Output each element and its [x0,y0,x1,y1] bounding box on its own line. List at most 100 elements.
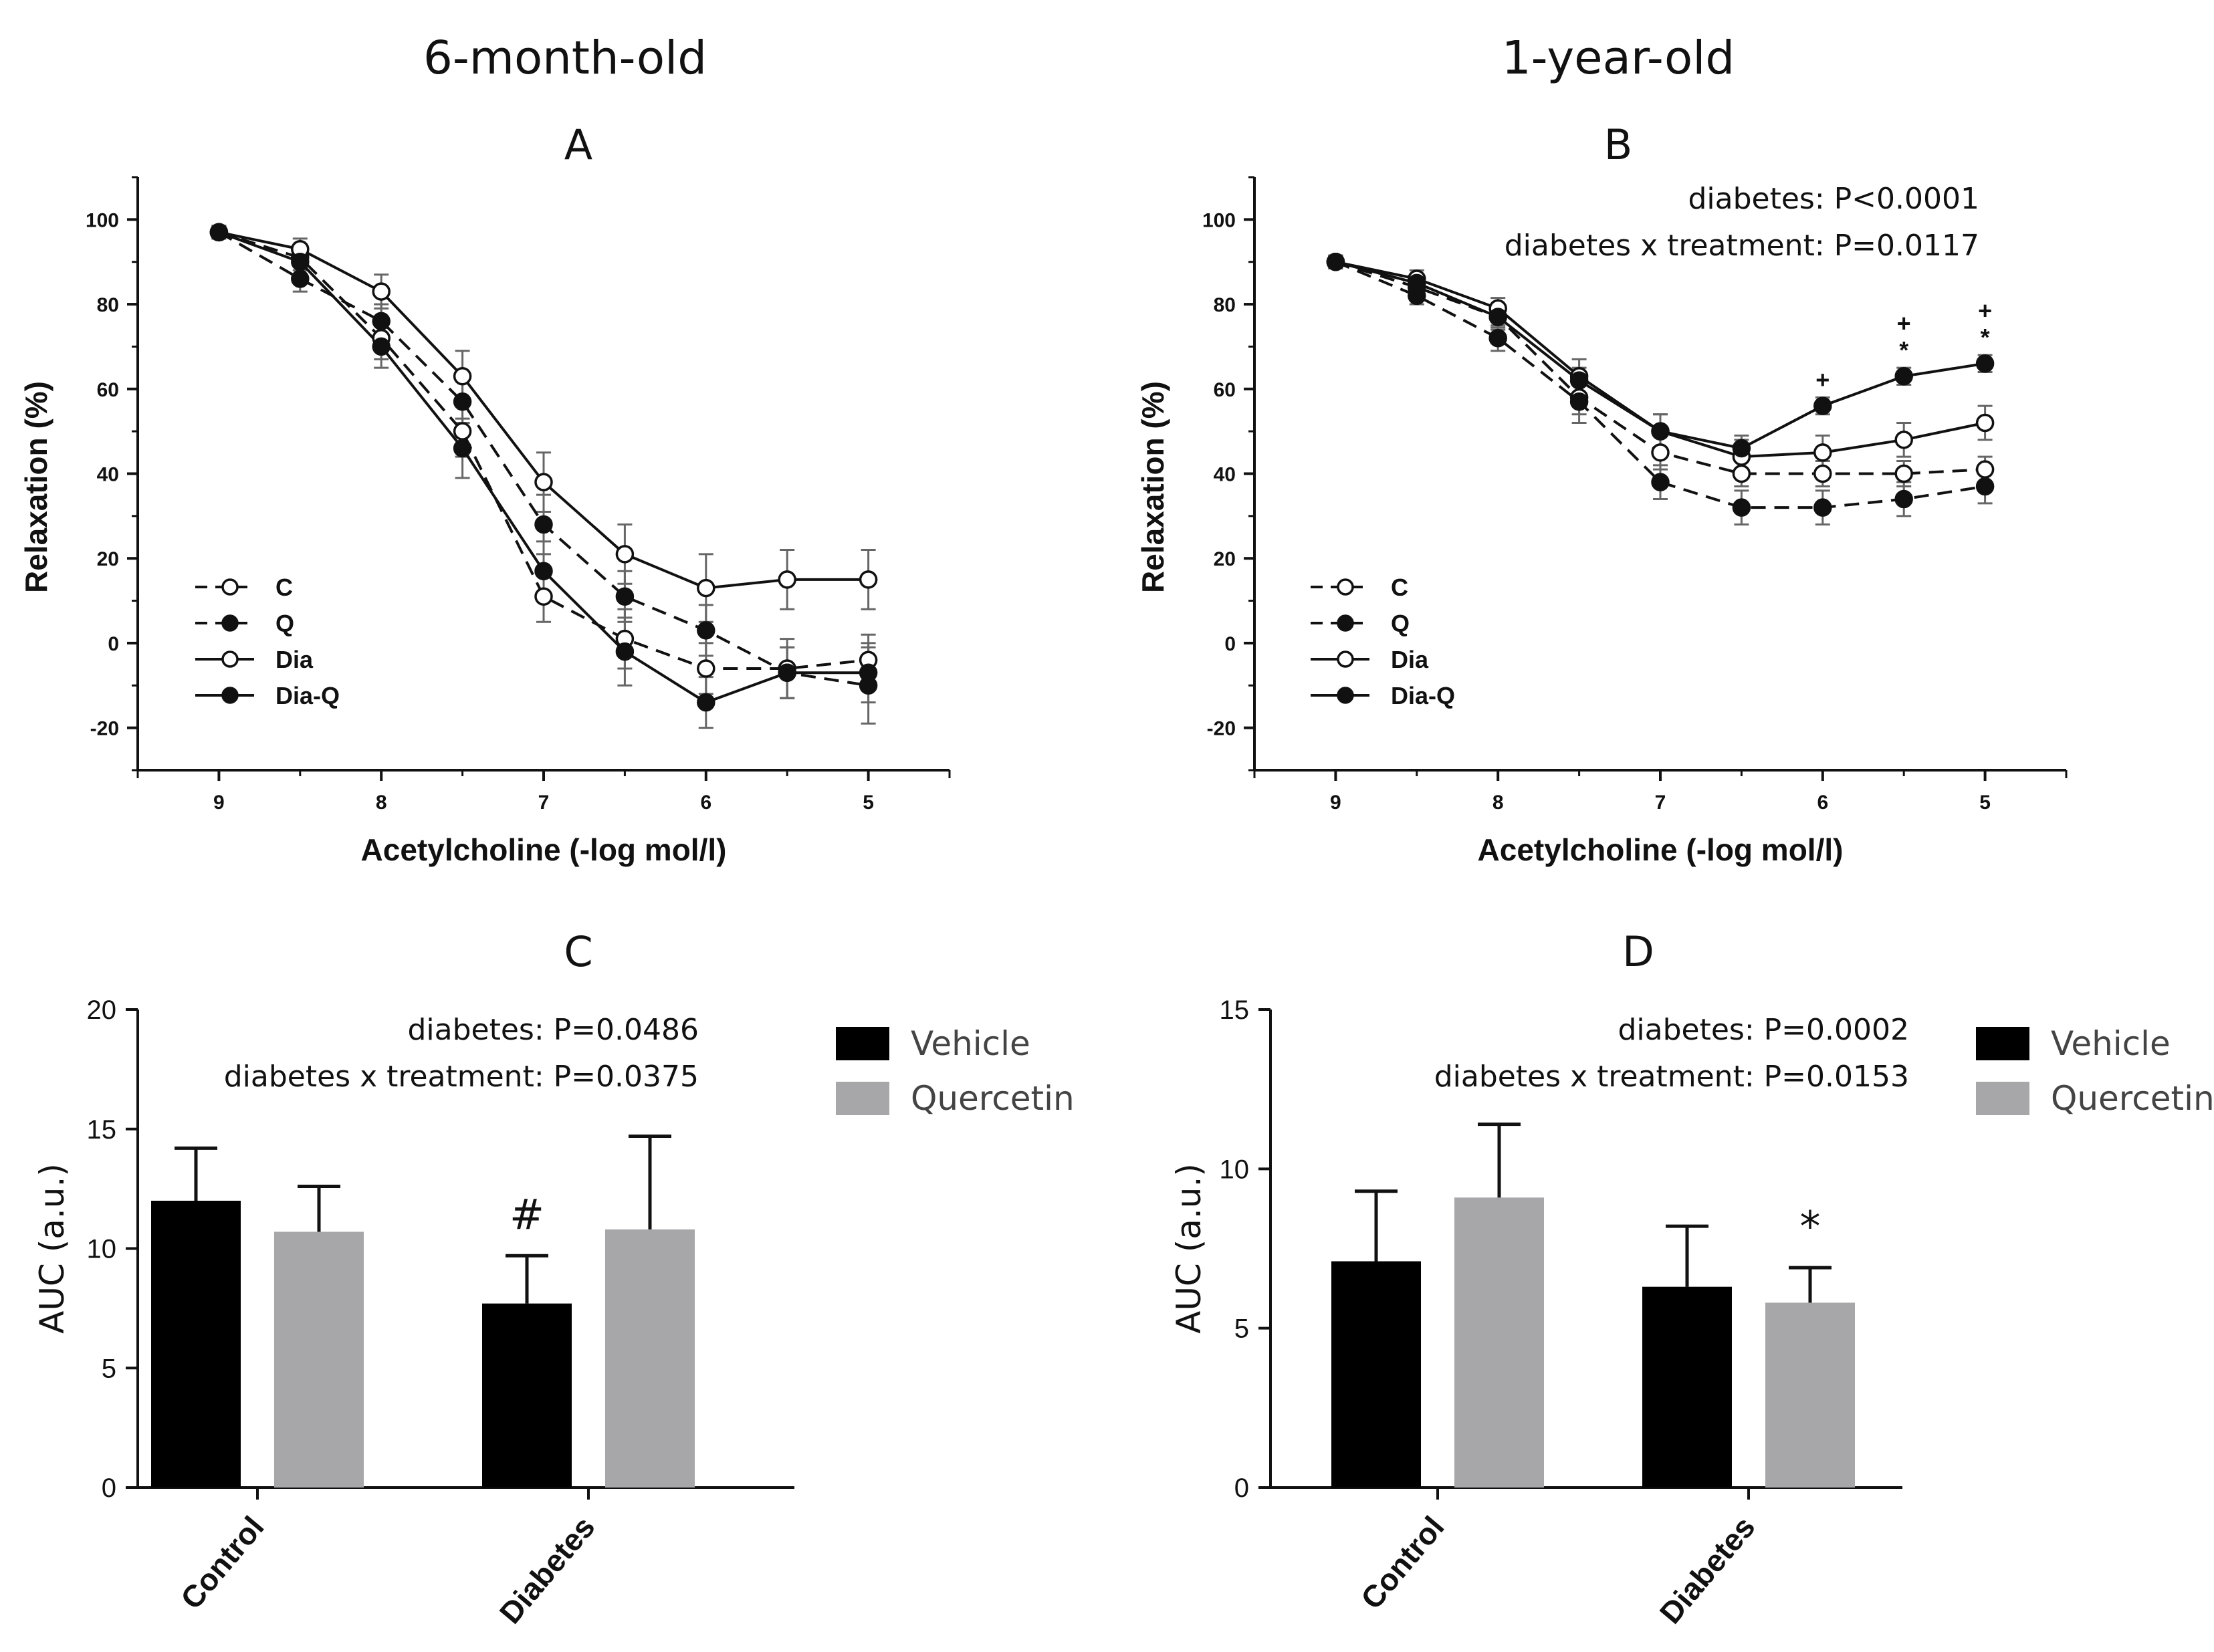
bar-quercetin-control [274,1231,364,1488]
panel-letter: A [564,120,592,169]
x-tick-label: 7 [1655,792,1666,814]
legend-marker-c [221,578,239,596]
y-tick-label: 20 [97,548,119,570]
stat-annotation: diabetes: P<0.0001 [1688,182,1979,216]
category-label-diabetes: Diabetes [493,1510,602,1630]
legend-marker-q [221,614,239,632]
legend-swatch-quercetin [836,1082,889,1115]
x-tick-label: 8 [376,792,387,814]
data-point-c [1651,443,1670,462]
significance-marker: + [1897,310,1911,337]
data-point-q [697,621,715,640]
data-point-dia-q [534,562,553,580]
data-point-dia-q [615,642,635,661]
legend-label-vehicle: Vehicle [911,1024,1030,1063]
significance-marker: * [1981,324,1990,351]
data-point-q [1488,329,1507,348]
y-tick-label: 5 [102,1354,116,1383]
y-tick-label: 15 [1220,995,1250,1025]
stat-annotation: diabetes: P=0.0002 [1618,1013,1909,1047]
data-point-dia-q [1732,439,1751,458]
data-point-q [372,312,391,331]
significance-marker: # [510,1190,544,1239]
y-tick-label: 80 [1214,294,1236,316]
y-tick-label: 60 [1214,379,1236,401]
data-point-dia [534,473,553,491]
x-tick-label: 5 [863,792,874,814]
y-tick-label: 10 [1220,1155,1250,1184]
y-tick-label: 40 [97,464,119,486]
data-point-dia-q [1894,367,1913,386]
data-point-dia-q [697,693,715,712]
panel-letter: D [1622,927,1654,976]
x-tick-label: 6 [700,792,711,814]
legend-marker-dia-q [221,687,239,704]
data-point-q [1813,498,1832,517]
legend-swatch-vehicle [1976,1027,2029,1060]
y-tick-label: 100 [1202,209,1236,231]
data-point-q [1569,392,1589,411]
y-tick-label: 100 [86,209,119,231]
data-point-dia-q [778,663,796,683]
data-point-dia-q [372,337,391,356]
category-label-diabetes: Diabetes [1653,1510,1762,1630]
column-title-1-year: 1-year-old [1502,31,1735,85]
category-label-control: Control [1354,1510,1451,1616]
legend-marker-c [1337,578,1354,596]
x-axis-label: Acetylcholine (-log mol/l) [1478,832,1844,867]
y-axis-label: Relaxation (%) [1135,381,1170,593]
legend-label-quercetin: Quercetin [2051,1079,2214,1118]
data-point-q [534,515,553,534]
bar-vehicle-control [1331,1261,1421,1488]
panel-letter: B [1604,120,1633,169]
data-point-q [1894,489,1913,509]
y-tick-label: 5 [1234,1314,1249,1344]
bar-vehicle-diabetes [482,1303,572,1488]
stat-annotation: diabetes x treatment: P=0.0153 [1434,1060,1909,1094]
data-point-dia [697,578,715,598]
series-line-q [1335,260,1985,509]
y-tick-label: 0 [108,633,119,655]
y-tick-label: 80 [97,294,119,316]
line-chart-panel-a: A 100 80 60 40 20 0 -20 9 8 7 6 5 Acetylcholine (-log… [19,120,951,867]
y-tick-label: 60 [97,379,119,401]
y-tick-label: -20 [90,718,119,740]
legend-label-quercetin: Quercetin [911,1079,1075,1118]
legend-label-dia-q: Dia-Q [275,682,340,709]
data-point-dia [372,282,391,301]
data-point-c [1813,464,1832,483]
legend-label-q: Q [275,610,294,637]
bar-chart-panel-c: C 0 5 10 15 20 AUC (a.u.) Control Diabetes # diabe… [33,927,1075,1630]
legend-marker-q [1337,614,1354,632]
y-tick-label: 0 [1224,633,1236,655]
data-point-dia [859,570,878,589]
y-axis-label: AUC (a.u.) [33,1163,72,1334]
bar-chart-panel-d: D 0 5 10 15 AUC (a.u.) Control Diabetes * diabete… [1170,927,2214,1630]
legend-label-c: C [275,574,293,601]
data-point-dia-q [1651,422,1670,441]
data-point-dia-q [1975,354,1995,373]
x-tick-label: 8 [1492,792,1504,814]
data-point-dia-q [453,439,472,458]
data-point-dia-q [1326,252,1345,271]
y-axis-label: AUC (a.u.) [1170,1163,1208,1334]
legend-marker-dia [1337,651,1354,668]
data-point-dia-q [1488,308,1507,326]
y-tick-label: 40 [1214,464,1236,486]
x-tick-label: 9 [1330,792,1341,814]
bar-vehicle-diabetes [1642,1286,1732,1488]
data-point-c [697,659,715,678]
data-point-dia-q [1813,396,1832,415]
data-point-q [291,269,310,288]
bar-quercetin-control [1454,1197,1544,1488]
legend-label-c: C [1391,574,1408,601]
data-point-dia [453,367,472,386]
significance-marker: * [1800,1202,1821,1251]
significance-marker: * [1899,336,1908,364]
legend-marker-dia [221,651,239,668]
stat-annotation: diabetes x treatment: P=0.0375 [224,1060,699,1094]
legend-label-vehicle: Vehicle [2051,1024,2171,1063]
legend-swatch-quercetin [1976,1082,2029,1115]
line-chart-panel-b: B 100 80 60 40 20 0 -20 9 8 7 6 5 Acetylcholine (-log… [1135,120,2068,867]
data-point-c [1732,464,1751,483]
